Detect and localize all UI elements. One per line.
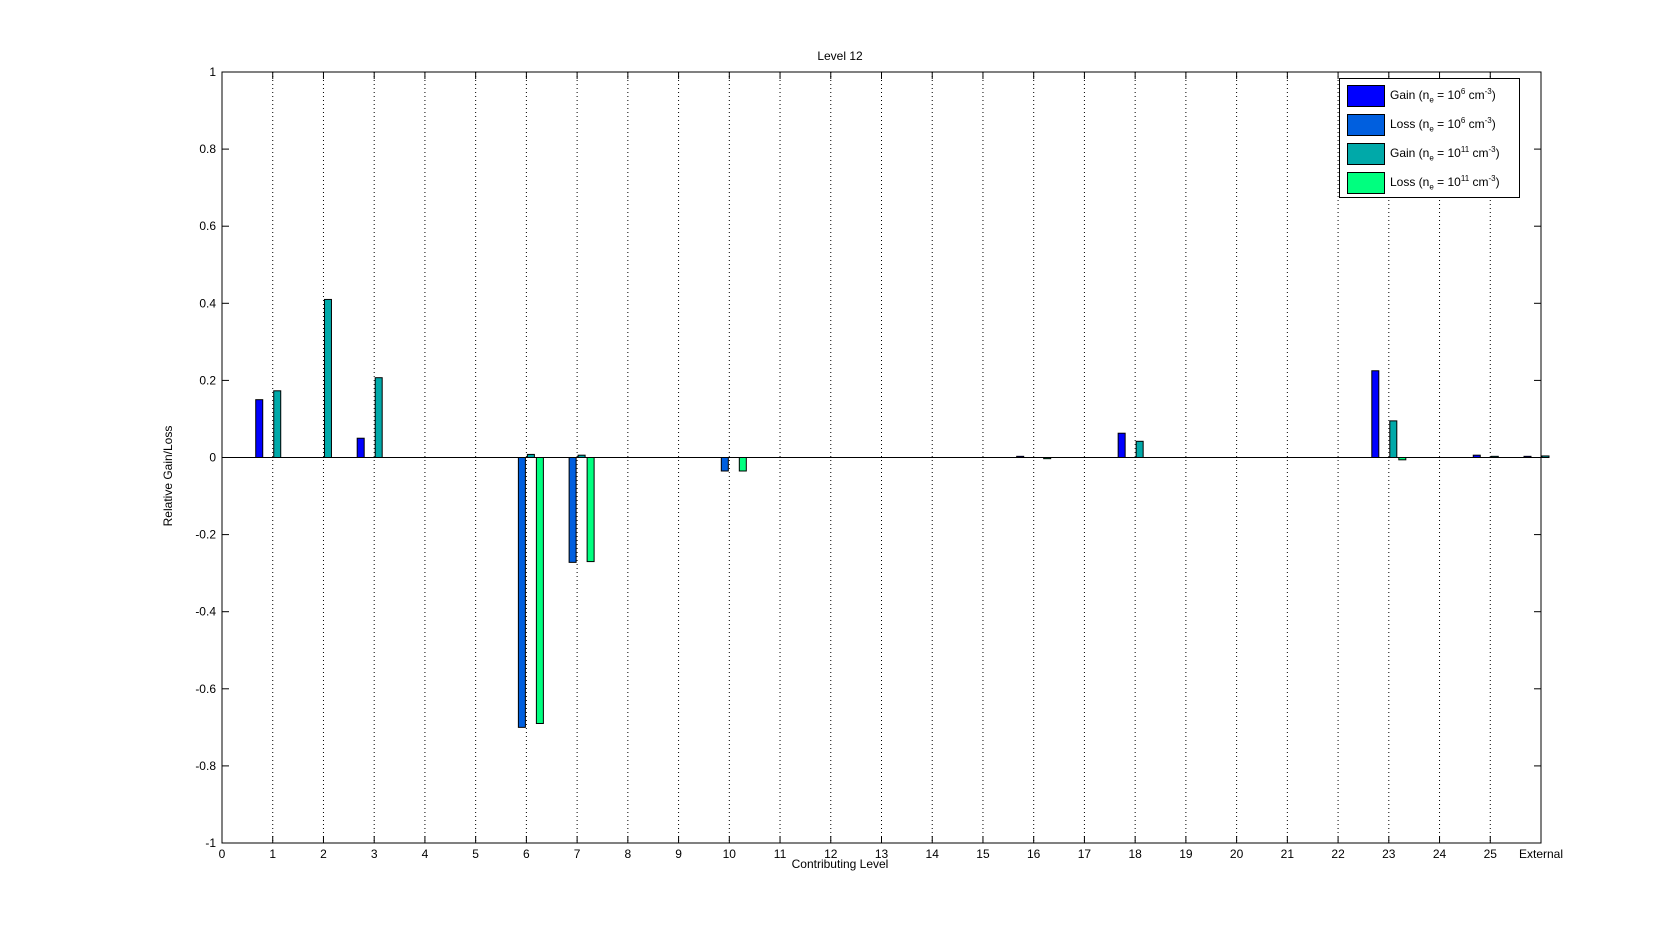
x-tick-label: 4 <box>422 847 429 861</box>
x-tick-label: 7 <box>574 847 581 861</box>
y-axis-label: Relative Gain/Loss <box>161 425 175 527</box>
x-tick-label: 22 <box>1331 847 1345 861</box>
legend-swatch <box>1347 172 1385 194</box>
x-tick-label: 18 <box>1128 847 1142 861</box>
x-tick-label: 14 <box>926 847 940 861</box>
x-tick-label: 13 <box>875 847 889 861</box>
bar <box>517 457 526 728</box>
bar <box>1398 457 1407 461</box>
bar <box>1043 457 1052 460</box>
x-tick-label: 9 <box>675 847 682 861</box>
bar <box>586 457 595 563</box>
y-tick-label: -0.6 <box>195 682 216 696</box>
bar <box>1117 432 1126 458</box>
x-tick-label: 17 <box>1078 847 1092 861</box>
legend-swatch <box>1347 143 1385 165</box>
bar <box>1490 455 1499 459</box>
x-tick-label: 12 <box>824 847 838 861</box>
bar <box>1016 455 1025 459</box>
x-tick-label: 5 <box>472 847 479 861</box>
bar <box>1389 420 1398 459</box>
bar <box>720 457 729 472</box>
bar <box>577 454 586 459</box>
legend-item: Loss (ne = 1011 cm-3) <box>1347 171 1500 195</box>
grid-lines <box>272 72 1491 843</box>
legend-swatch <box>1347 114 1385 136</box>
x-tick-label: 15 <box>976 847 990 861</box>
bar <box>1135 440 1144 458</box>
bar <box>273 390 282 458</box>
y-tick-label: -0.2 <box>195 528 216 542</box>
legend-swatch <box>1347 85 1385 107</box>
bar <box>356 437 365 459</box>
legend-item: Gain (ne = 106 cm-3) <box>1347 84 1496 108</box>
x-tick-label: 3 <box>371 847 378 861</box>
bars <box>255 298 1550 728</box>
bar <box>374 377 383 459</box>
y-tick-label: 0.6 <box>199 219 216 233</box>
legend-label: Loss (ne = 106 cm-3) <box>1390 116 1496 134</box>
bar <box>738 457 747 472</box>
x-tick-label: External <box>1519 847 1563 861</box>
bar <box>535 457 544 724</box>
y-tick-label: -1 <box>205 836 216 850</box>
bar <box>1523 455 1532 459</box>
x-tick-label: 2 <box>320 847 327 861</box>
bar <box>255 399 264 458</box>
y-tick-label: -0.8 <box>195 759 216 773</box>
bar <box>1541 455 1550 459</box>
bar <box>1472 454 1481 459</box>
x-tick-label: 21 <box>1281 847 1295 861</box>
y-tick-label: 0 <box>209 451 216 465</box>
legend-item: Gain (ne = 1011 cm-3) <box>1347 142 1500 166</box>
y-tick-label: 1 <box>209 65 216 79</box>
x-tick-label: 19 <box>1179 847 1193 861</box>
legend: Gain (ne = 106 cm-3) Loss (ne = 106 cm-3)… <box>1339 78 1520 198</box>
y-tick-label: -0.4 <box>195 605 216 619</box>
x-tick-label: 23 <box>1382 847 1396 861</box>
chart-title: Level 12 <box>817 49 863 63</box>
axis-ticks: -1-0.8-0.6-0.4-0.200.20.40.60.810 1 2 3 4 5 6 7… <box>195 65 1563 861</box>
x-tick-label: 24 <box>1433 847 1447 861</box>
legend-item: Loss (ne = 106 cm-3) <box>1347 113 1496 137</box>
x-tick-label: 10 <box>723 847 737 861</box>
legend-label: Loss (ne = 1011 cm-3) <box>1390 174 1500 192</box>
bar <box>526 453 535 458</box>
x-tick-label: 11 <box>774 847 787 861</box>
y-tick-label: 0.2 <box>199 373 216 387</box>
x-tick-label: 8 <box>625 847 632 861</box>
x-tick-label: 6 <box>523 847 530 861</box>
x-axis-label: Contributing Level <box>791 857 889 871</box>
y-tick-label: 0.4 <box>199 296 216 310</box>
y-tick-label: 0.8 <box>199 142 216 156</box>
x-tick-label: 0 <box>219 847 226 861</box>
legend-label: Gain (ne = 106 cm-3) <box>1390 87 1496 105</box>
legend-label: Gain (ne = 1011 cm-3) <box>1390 145 1500 163</box>
x-tick-label: 20 <box>1230 847 1244 861</box>
x-tick-label: 16 <box>1027 847 1041 861</box>
bar <box>323 298 332 458</box>
x-tick-label: 1 <box>269 847 276 861</box>
bar <box>1371 370 1380 459</box>
x-tick-label: 25 <box>1484 847 1498 861</box>
bar <box>568 457 577 563</box>
